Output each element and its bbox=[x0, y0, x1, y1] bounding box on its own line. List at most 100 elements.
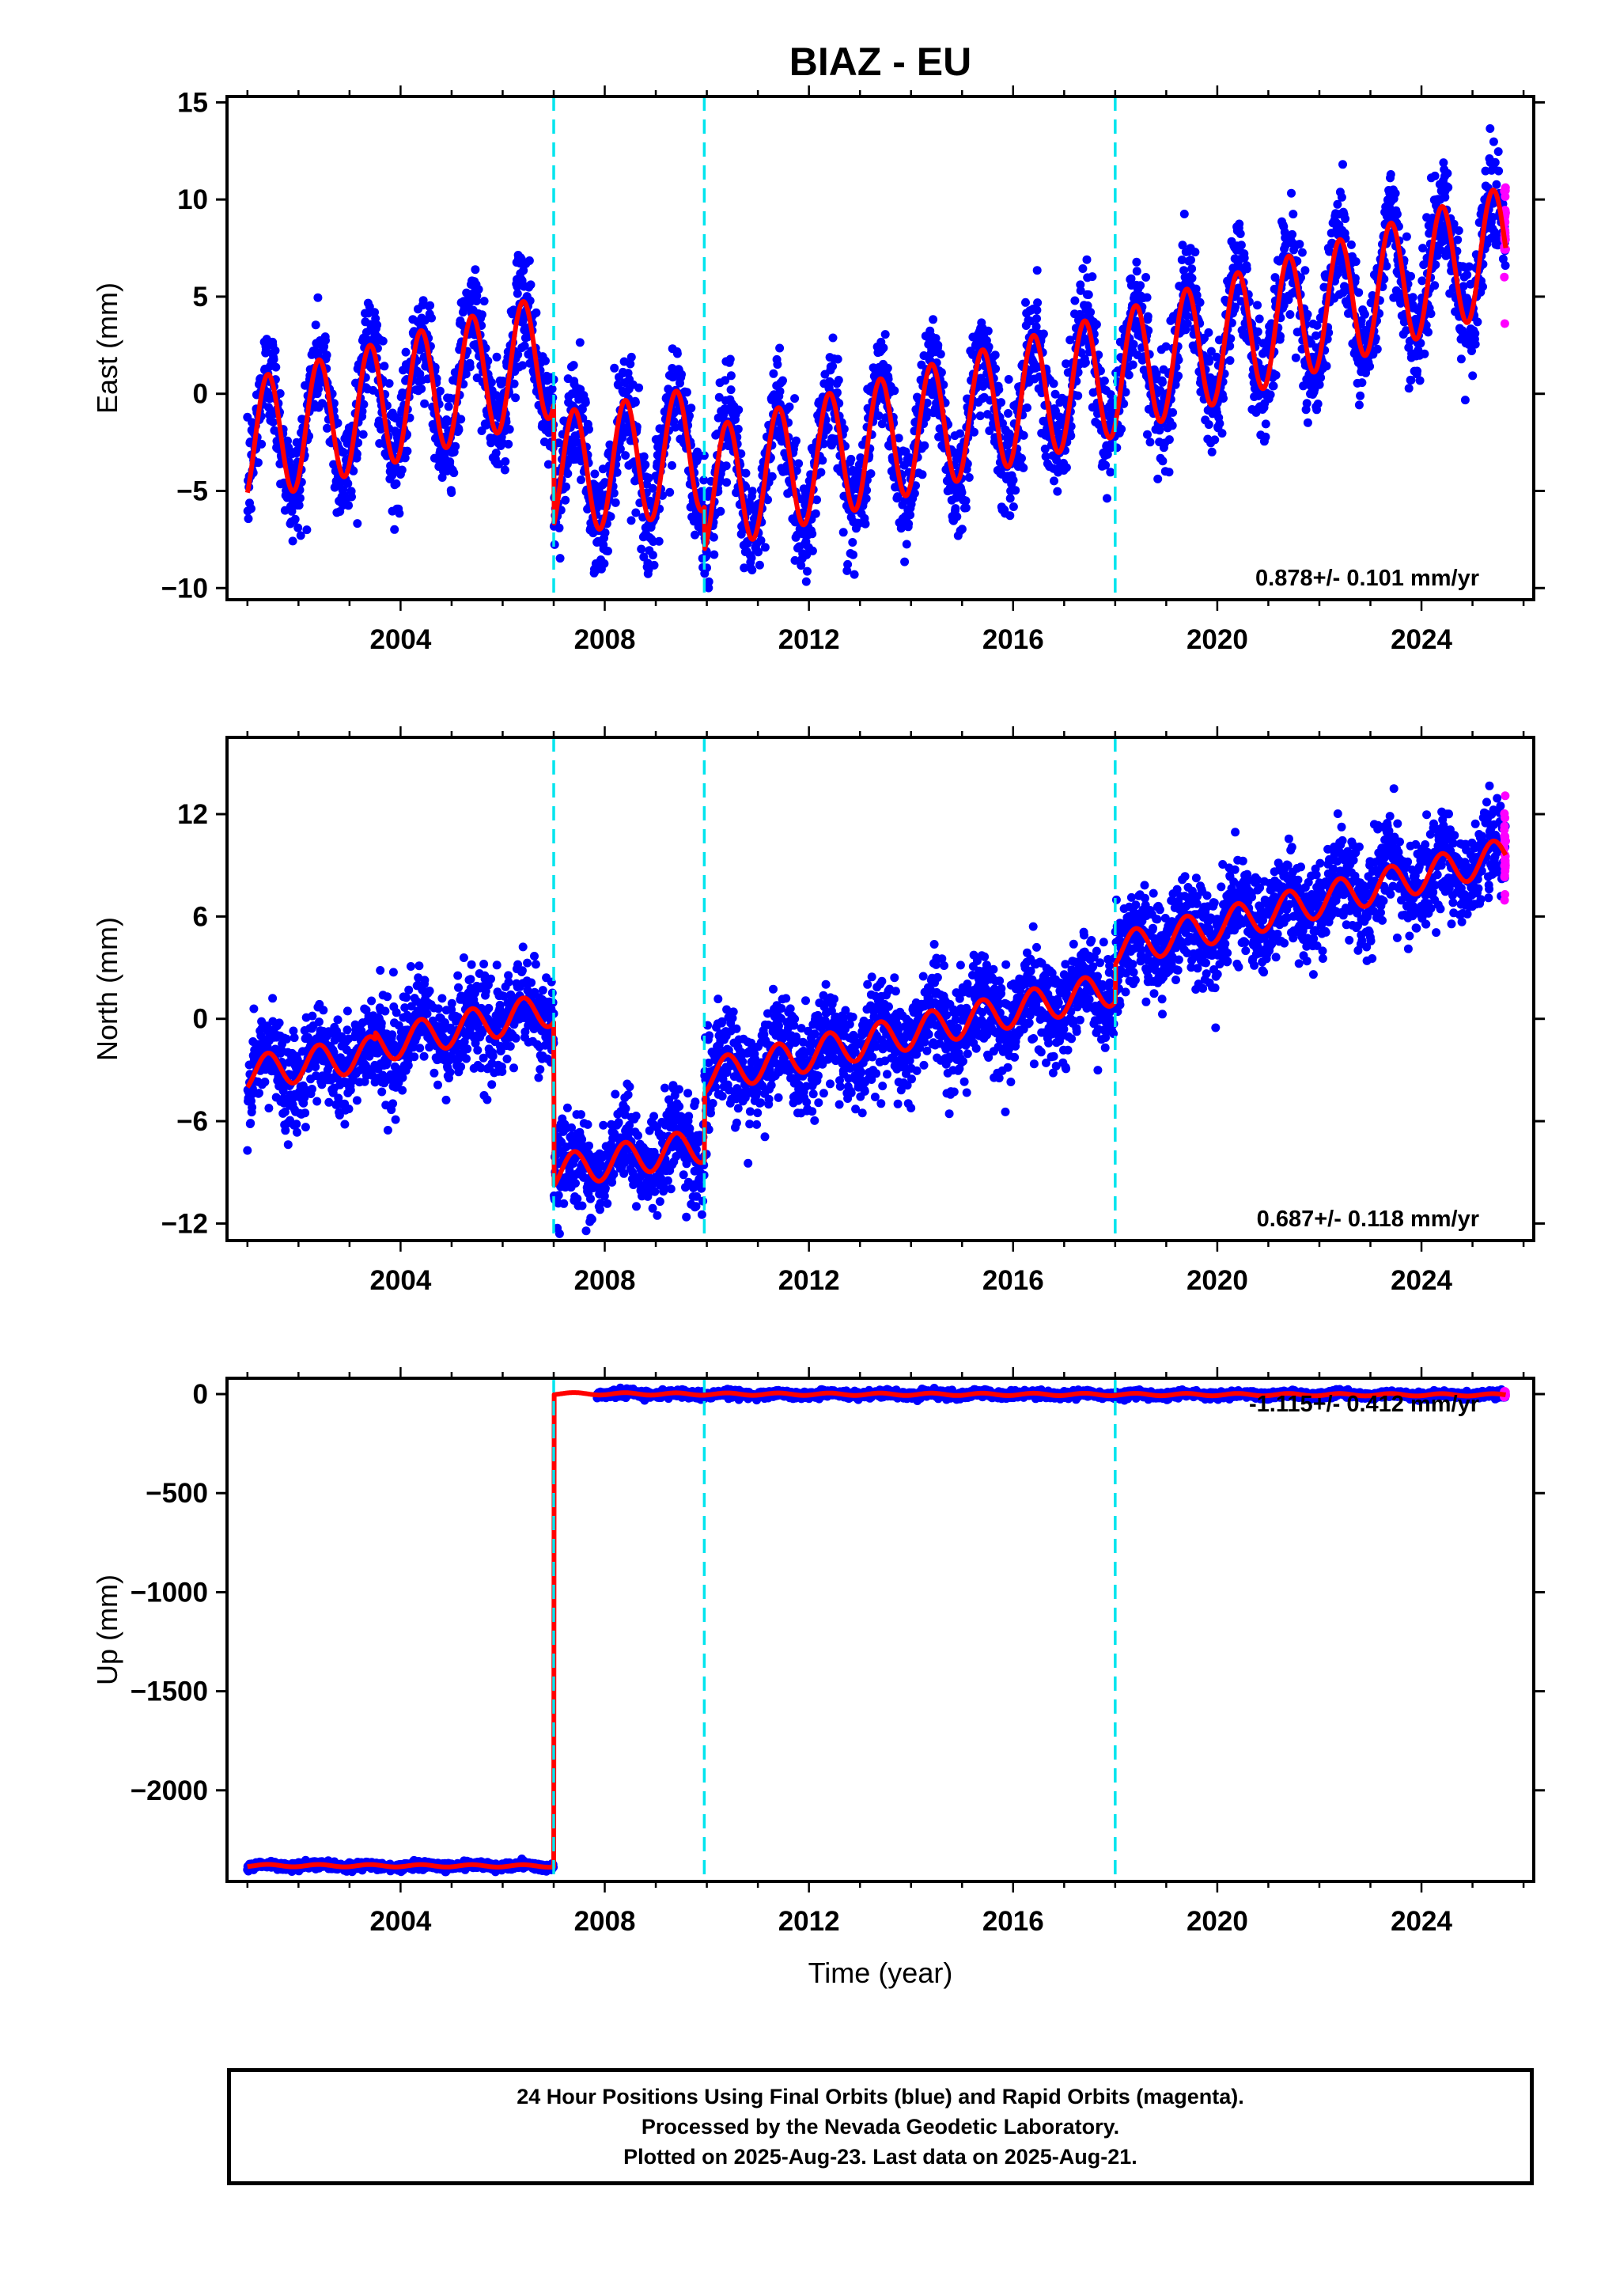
final-orbit-point bbox=[1076, 286, 1085, 295]
final-orbit-point bbox=[247, 504, 255, 513]
final-orbit-point bbox=[319, 1006, 328, 1015]
final-orbit-point bbox=[437, 994, 447, 1003]
final-orbit-point bbox=[243, 1146, 252, 1155]
final-orbit-point bbox=[1215, 419, 1224, 428]
final-orbit-point bbox=[1486, 124, 1495, 133]
final-orbit-point bbox=[376, 966, 385, 975]
final-orbit-point bbox=[420, 399, 430, 408]
final-orbit-point bbox=[294, 501, 304, 510]
final-orbit-point bbox=[585, 425, 593, 434]
final-orbit-point bbox=[287, 506, 297, 516]
final-orbit-point bbox=[1219, 394, 1228, 403]
final-orbit-point bbox=[1033, 298, 1043, 308]
final-orbit-point bbox=[610, 363, 619, 373]
final-orbit-point bbox=[990, 350, 1000, 360]
final-orbit-point bbox=[1420, 349, 1429, 358]
final-orbit-point bbox=[710, 550, 719, 559]
final-orbit-point bbox=[1168, 407, 1178, 417]
final-orbit-point bbox=[1187, 264, 1197, 274]
final-orbit-point bbox=[367, 996, 377, 1006]
x-tick-label: 2008 bbox=[574, 624, 636, 655]
final-orbit-point bbox=[1084, 290, 1093, 299]
final-orbit-point bbox=[1112, 443, 1122, 453]
final-orbit-point bbox=[519, 266, 528, 275]
final-orbit-point bbox=[1365, 362, 1375, 371]
final-orbit-point bbox=[462, 1054, 471, 1063]
final-orbit-point bbox=[1168, 421, 1177, 430]
final-orbit-point bbox=[790, 555, 800, 565]
final-orbit-point bbox=[797, 561, 806, 570]
final-orbit-point bbox=[268, 418, 278, 426]
final-orbit-point bbox=[1062, 463, 1071, 472]
final-orbit-point bbox=[794, 459, 804, 468]
final-orbit-point bbox=[866, 469, 876, 479]
final-orbit-point bbox=[849, 550, 857, 559]
final-orbit-point bbox=[1050, 476, 1058, 486]
final-orbit-point bbox=[371, 314, 380, 324]
final-orbit-point bbox=[1192, 290, 1202, 300]
final-orbit-point bbox=[644, 473, 653, 483]
final-orbit-point bbox=[687, 404, 696, 413]
final-orbit-point bbox=[1357, 378, 1367, 388]
final-orbit-point bbox=[994, 385, 1004, 394]
final-orbit-point bbox=[1391, 188, 1400, 198]
final-orbit-point bbox=[466, 975, 475, 984]
final-orbit-point bbox=[1032, 314, 1041, 324]
final-orbit-point bbox=[832, 388, 842, 397]
final-orbit-point bbox=[264, 1104, 274, 1113]
final-orbit-point bbox=[1164, 435, 1174, 445]
final-orbit-point bbox=[733, 424, 743, 434]
rapid-orbit-point bbox=[1493, 147, 1503, 157]
final-orbit-point bbox=[1070, 296, 1080, 305]
final-orbit-point bbox=[1426, 309, 1436, 318]
final-orbit-point bbox=[1303, 309, 1312, 319]
final-orbit-point bbox=[288, 536, 297, 546]
final-orbit-point bbox=[401, 347, 411, 357]
final-orbit-point bbox=[340, 1120, 350, 1129]
final-orbit-point bbox=[343, 479, 353, 488]
final-orbit-point bbox=[447, 998, 456, 1008]
final-orbit-point bbox=[467, 960, 476, 969]
final-orbit-point bbox=[639, 452, 649, 461]
final-orbit-point bbox=[562, 482, 570, 491]
final-orbit-point bbox=[383, 992, 392, 1002]
final-orbit-point bbox=[1021, 297, 1030, 307]
final-orbit-point bbox=[1011, 486, 1020, 495]
final-orbit-point bbox=[904, 519, 914, 529]
final-orbit-point bbox=[257, 439, 267, 449]
final-orbit-point bbox=[358, 407, 367, 416]
final-orbit-point bbox=[504, 439, 513, 449]
final-orbit-point bbox=[1287, 188, 1296, 198]
final-orbit-point bbox=[808, 529, 817, 539]
final-orbit-point bbox=[818, 456, 827, 465]
final-orbit-point bbox=[333, 419, 343, 428]
final-orbit-point bbox=[293, 523, 303, 532]
final-orbit-point bbox=[1204, 328, 1213, 337]
final-orbit-point bbox=[1470, 339, 1480, 349]
final-orbit-point bbox=[1041, 452, 1050, 461]
final-orbit-point bbox=[1019, 463, 1028, 472]
final-orbit-point bbox=[1269, 381, 1278, 391]
final-orbit-point bbox=[311, 1063, 320, 1071]
final-orbit-point bbox=[910, 489, 919, 498]
final-orbit-point bbox=[414, 961, 424, 971]
final-orbit-point bbox=[812, 495, 821, 505]
final-orbit-point bbox=[561, 495, 570, 505]
final-orbit-point bbox=[828, 333, 838, 343]
rapid-orbit-point bbox=[1500, 272, 1509, 282]
final-orbit-point bbox=[418, 296, 428, 305]
final-orbit-point bbox=[811, 509, 820, 518]
final-orbit-point bbox=[769, 369, 778, 378]
final-orbit-point bbox=[648, 551, 657, 560]
final-orbit-point bbox=[648, 483, 657, 493]
final-orbit-point bbox=[773, 360, 782, 369]
final-orbit-point bbox=[268, 994, 278, 1003]
final-orbit-point bbox=[359, 400, 369, 409]
final-orbit-point bbox=[792, 436, 800, 445]
final-orbit-point bbox=[577, 475, 585, 484]
final-orbit-point bbox=[1182, 311, 1191, 320]
final-orbit-point bbox=[513, 289, 522, 298]
final-orbit-point bbox=[454, 425, 464, 434]
final-orbit-point bbox=[883, 363, 892, 373]
